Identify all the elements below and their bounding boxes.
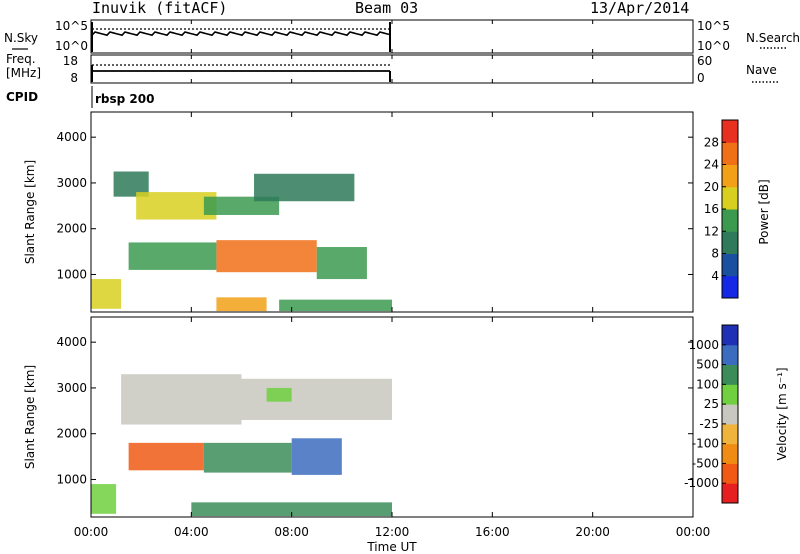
velocity-colorbar-tick: -100 [692, 437, 719, 451]
power-colorbar-tick: 24 [704, 158, 719, 172]
power-colorbar-swatch [722, 186, 738, 210]
power-colorbar: 4 8 12 16 20 24 28 [704, 119, 739, 299]
power-colorbar-swatch [722, 120, 738, 143]
velocity-colorbar-tick: 100 [696, 377, 719, 391]
velocity-colorbar-swatch [722, 423, 738, 445]
power-colorbar-tick: 4 [711, 269, 719, 283]
freq-tick-bottom: 8 [70, 71, 78, 85]
power-echo-region [91, 279, 122, 309]
power-echo-region [203, 196, 280, 215]
velocity-echo-region [291, 438, 342, 475]
power-echo-region [216, 240, 317, 273]
y-tick-label: 1000 [56, 267, 87, 281]
velocity-colorbar-swatch [722, 384, 738, 405]
velocity-ylabel: Slant Range [km] [23, 365, 37, 469]
velocity-echo-region [191, 502, 392, 517]
velocity-colorbar-swatch [722, 325, 738, 346]
y-tick-label: 3000 [56, 176, 87, 190]
time-tick-label: 08:00 [274, 525, 309, 539]
power-echo-region [136, 192, 217, 220]
time-tick-label: 04:00 [174, 525, 209, 539]
power-colorbar-tick: 16 [704, 202, 719, 216]
power-echo-region [128, 242, 217, 270]
power-colorbar-tick: 12 [704, 224, 719, 238]
nsearch-tick-bottom: 10^0 [697, 39, 730, 53]
time-tick-label: 12:00 [375, 525, 410, 539]
nsky-panel: N.Sky 10^5 10^0 10^5 10^0 N.Search [4, 19, 800, 54]
velocity-echo-region [241, 378, 392, 420]
power-echo-region [279, 299, 392, 312]
power-colorbar-swatch [722, 275, 738, 299]
velocity-colorbar-tick: 500 [696, 358, 719, 372]
y-tick-label: 2000 [56, 427, 87, 441]
cpid-label: CPID [6, 90, 38, 104]
nsky-tick-top: 10^5 [55, 19, 88, 33]
power-ylabel: Slant Range [km] [23, 160, 37, 264]
velocity-colorbar: 1000 500 100 25 -25 -100 -500 -1000 [684, 324, 739, 504]
nave-tick-top: 60 [697, 54, 712, 68]
velocity-colorbar-swatch [722, 404, 738, 425]
freq-label-line1: Freq. [6, 52, 36, 66]
nsearch-label: N.Search [746, 31, 800, 45]
velocity-colorbar-swatch [722, 443, 738, 464]
power-colorbar-tick: 8 [711, 247, 719, 261]
velocity-colorbar-tick: 25 [704, 397, 719, 411]
cpid-value: rbsp 200 [95, 92, 154, 106]
time-tick-label: 20:00 [575, 525, 610, 539]
y-tick-label: 2000 [56, 222, 87, 236]
nave-tick-bottom: 0 [697, 71, 705, 85]
velocity-echo-region [203, 442, 292, 473]
station-title: Inuvik (fitACF) [92, 0, 227, 17]
power-echo-region [316, 247, 367, 280]
velocity-echo-region [266, 387, 292, 402]
power-colorbar-swatch [722, 209, 738, 232]
beam-title: Beam 03 [355, 0, 418, 17]
velocity-panel: 1000 2000 3000 4000 Slant Range [km] 1000 50… [23, 316, 789, 518]
power-colorbar-swatch [722, 164, 738, 188]
time-tick-label: 00:00 [74, 525, 109, 539]
time-axis: 00:00 04:00 08:00 12:00 16:00 20:00 00:00 [74, 20, 711, 539]
nsearch-tick-top: 10^5 [697, 19, 730, 33]
power-colorbar-tick: 20 [704, 180, 719, 194]
time-tick-label: 16:00 [475, 525, 510, 539]
velocity-colorbar-tick: -500 [692, 456, 719, 470]
velocity-colorbar-tick: -25 [699, 417, 719, 431]
freq-label-line2: [MHz] [6, 66, 41, 80]
velocity-echo-region [91, 484, 117, 514]
power-colorbar-swatch [722, 142, 738, 165]
power-colorbar-swatch [722, 253, 738, 277]
power-colorbar-label: Power [dB] [757, 179, 771, 244]
nave-label: Nave [746, 63, 777, 77]
velocity-colorbar-swatch [722, 463, 738, 484]
velocity-colorbar-tick: -1000 [684, 476, 719, 490]
time-tick-label: 00:00 [676, 525, 711, 539]
nsky-label: N.Sky [4, 31, 38, 45]
power-colorbar-swatch [722, 231, 738, 254]
velocity-colorbar-label: Velocity [m s⁻¹] [775, 367, 789, 460]
power-echo-region [216, 297, 267, 312]
power-colorbar-tick: 28 [704, 135, 719, 149]
power-panel: 1000 2000 3000 4000 Slant Range [km] 4 8 12 16… [23, 111, 771, 313]
date-title: 13/Apr/2014 [590, 0, 689, 17]
y-tick-label: 4000 [56, 130, 87, 144]
y-tick-label: 4000 [56, 335, 87, 349]
velocity-echo-region [121, 374, 242, 425]
velocity-colorbar-swatch [722, 364, 738, 385]
time-axis-label: Time UT [366, 540, 417, 554]
y-tick-label: 3000 [56, 381, 87, 395]
velocity-colorbar-swatch [722, 483, 738, 504]
power-echo-region [254, 173, 355, 202]
freq-tick-top: 18 [63, 54, 78, 68]
velocity-colorbar-tick: 1000 [688, 338, 719, 352]
nsky-tick-bottom: 10^0 [55, 39, 88, 53]
y-tick-label: 1000 [56, 472, 87, 486]
velocity-echo-region [128, 442, 204, 471]
velocity-colorbar-swatch [722, 344, 738, 366]
